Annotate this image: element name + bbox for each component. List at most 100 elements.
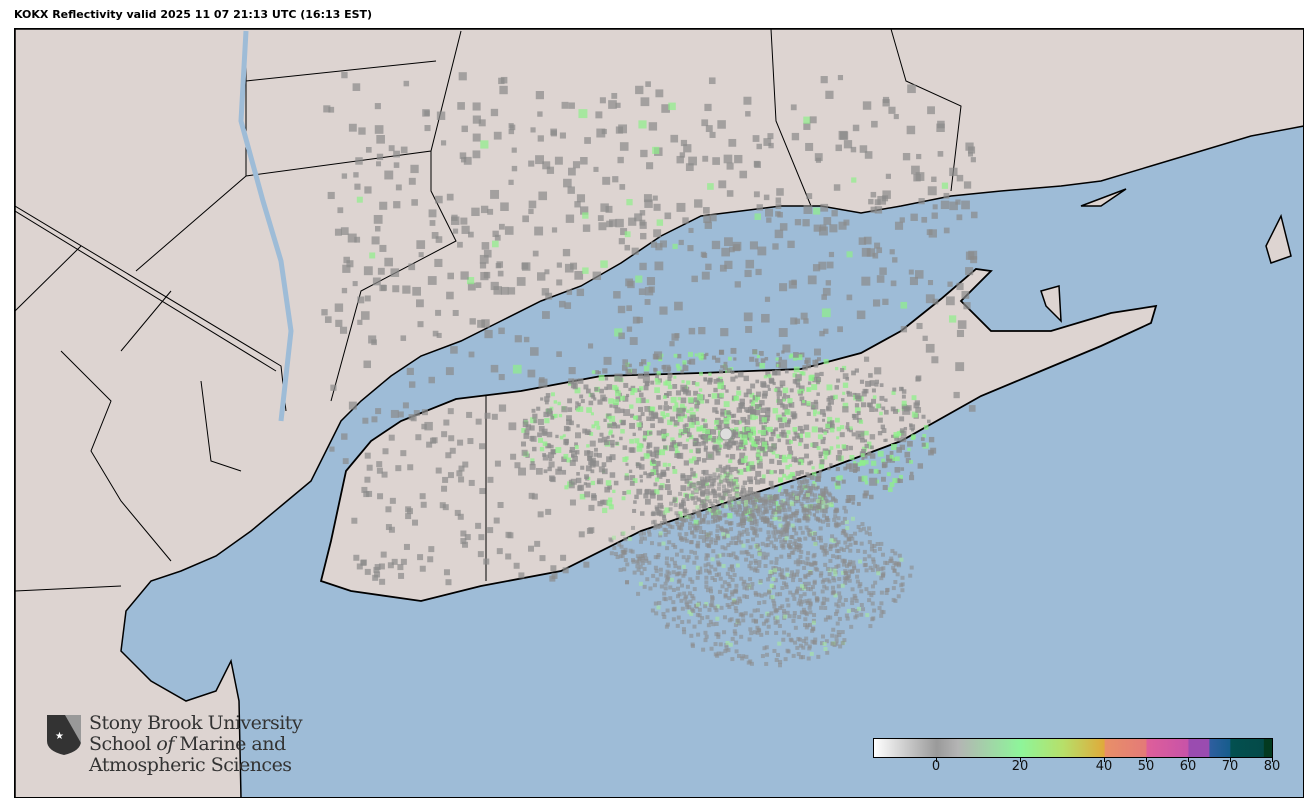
echo-pixel xyxy=(666,522,671,527)
echo-pixel xyxy=(848,562,853,567)
echo-pixel xyxy=(843,580,848,585)
echo-pixel xyxy=(537,111,543,117)
echo-pixel xyxy=(744,516,749,521)
echo-pixel xyxy=(811,485,816,490)
echo-pixel xyxy=(744,269,752,278)
echo-pixel xyxy=(569,459,576,466)
echo-pixel xyxy=(861,247,871,257)
echo-pixel xyxy=(685,605,690,610)
echo-pixel xyxy=(741,458,746,463)
echo-pixel xyxy=(882,99,890,107)
echo-pixel xyxy=(774,556,779,561)
echo-pixel xyxy=(460,538,467,545)
echo-pixel xyxy=(665,622,670,627)
echo-pixel xyxy=(640,456,645,461)
echo-pixel xyxy=(716,448,721,453)
echo-pixel xyxy=(961,200,970,210)
echo-pixel xyxy=(584,474,589,480)
echo-pixel xyxy=(618,124,628,134)
echo-pixel xyxy=(891,390,896,395)
echo-pixel xyxy=(553,413,558,418)
echo-pixel xyxy=(657,542,662,547)
echo-pixel xyxy=(847,573,852,578)
echo-pixel xyxy=(702,505,707,510)
echo-pixel xyxy=(846,422,850,426)
echo-pixel xyxy=(775,357,779,361)
echo-pixel xyxy=(718,464,723,469)
echo-pixel xyxy=(777,515,782,520)
echo-pixel xyxy=(490,364,499,373)
echo-pixel xyxy=(842,373,849,379)
echo-pixel xyxy=(680,474,687,481)
echo-pixel xyxy=(512,364,522,374)
echo-pixel xyxy=(891,434,895,438)
echo-pixel xyxy=(637,373,644,379)
echo-pixel xyxy=(862,101,872,110)
echo-pixel xyxy=(889,454,894,459)
echo-pixel xyxy=(620,228,628,236)
echo-pixel xyxy=(653,367,657,371)
echo-pixel xyxy=(656,371,661,376)
echo-pixel xyxy=(447,472,454,479)
echo-pixel xyxy=(843,509,848,514)
echo-pixel xyxy=(841,602,846,607)
echo-pixel xyxy=(487,527,494,534)
echo-pixel xyxy=(798,643,803,648)
echo-pixel xyxy=(708,434,713,439)
echo-pixel xyxy=(811,384,818,391)
echo-pixel xyxy=(909,475,915,481)
echo-pixel xyxy=(856,411,861,416)
echo-pixel xyxy=(604,377,609,381)
echo-pixel xyxy=(889,556,894,561)
echo-pixel xyxy=(807,511,812,516)
echo-pixel xyxy=(693,390,698,396)
echo-pixel xyxy=(584,137,591,144)
echo-pixel xyxy=(848,426,853,430)
echo-pixel xyxy=(881,428,887,434)
echo-pixel xyxy=(695,602,700,607)
echo-pixel xyxy=(728,506,733,511)
echo-pixel xyxy=(824,518,829,523)
echo-pixel xyxy=(798,594,803,599)
echo-pixel xyxy=(701,119,709,127)
echo-pixel xyxy=(775,203,782,210)
echo-pixel xyxy=(837,522,842,527)
echo-pixel xyxy=(765,630,770,635)
echo-pixel xyxy=(585,482,591,488)
echo-pixel xyxy=(663,381,668,386)
echo-pixel xyxy=(752,502,757,507)
echo-pixel xyxy=(566,415,572,421)
echo-pixel xyxy=(830,633,835,638)
echo-pixel xyxy=(685,602,690,607)
echo-pixel xyxy=(592,271,602,281)
echo-pixel xyxy=(697,393,704,400)
echo-pixel xyxy=(806,495,810,500)
echo-pixel xyxy=(907,84,916,94)
echo-pixel xyxy=(688,493,694,499)
echo-pixel xyxy=(375,408,382,415)
echo-pixel xyxy=(813,566,818,571)
echo-pixel xyxy=(664,212,672,220)
echo-pixel xyxy=(518,572,525,579)
echo-pixel xyxy=(883,409,889,415)
echo-pixel xyxy=(869,477,878,486)
echo-pixel xyxy=(852,124,860,132)
echo-pixel xyxy=(823,548,828,553)
echo-pixel xyxy=(681,573,686,578)
echo-pixel xyxy=(421,423,427,430)
echo-pixel xyxy=(472,133,481,142)
radar-map[interactable]: ★ Stony Brook University School of Marin… xyxy=(14,28,1304,798)
echo-pixel xyxy=(799,586,804,591)
echo-pixel xyxy=(841,479,846,484)
echo-pixel xyxy=(680,606,685,611)
echo-pixel xyxy=(623,550,628,555)
echo-pixel xyxy=(830,534,835,539)
echo-pixel xyxy=(700,616,705,621)
echo-pixel xyxy=(820,76,828,84)
echo-pixel xyxy=(787,504,792,509)
echo-pixel xyxy=(579,394,584,399)
echo-pixel xyxy=(797,560,802,565)
echo-pixel xyxy=(790,570,795,575)
echo-pixel xyxy=(767,446,774,452)
echo-pixel xyxy=(710,519,715,524)
